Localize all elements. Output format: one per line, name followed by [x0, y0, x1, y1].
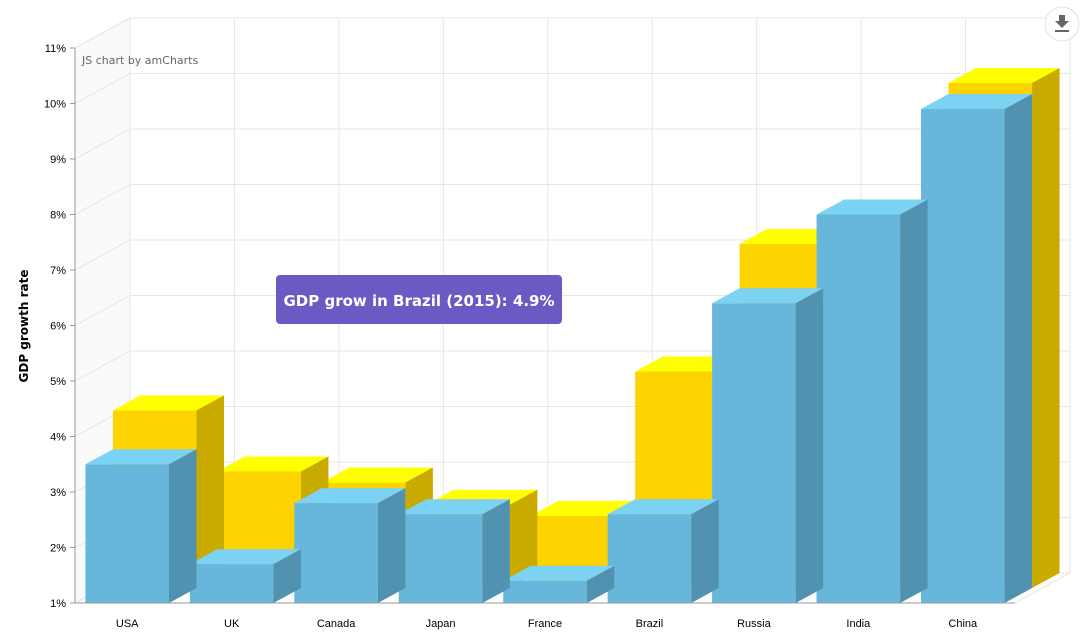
y-tick-label: 6%: [50, 321, 66, 333]
x-tick-label: UK: [224, 618, 240, 630]
y-tick-label: 7%: [50, 265, 66, 277]
bar-2004-uk[interactable]: [189, 549, 301, 603]
y-tick-label: 5%: [50, 376, 66, 388]
tooltip: GDP grow in Brazil (2015): 4.9%: [276, 275, 562, 324]
y-tick-label: 2%: [50, 543, 66, 555]
bar-2004-france[interactable]: [503, 565, 615, 603]
bar-2004-japan[interactable]: [398, 499, 510, 603]
bar-2004-usa[interactable]: [85, 449, 197, 603]
y-tick-label: 9%: [50, 154, 66, 166]
tooltip-text: GDP grow in Brazil (2015): 4.9%: [283, 292, 554, 310]
tooltip-background: [276, 275, 562, 324]
x-tick-label: Brazil: [636, 618, 664, 630]
export-button[interactable]: [1044, 6, 1080, 42]
x-tick-label: France: [528, 618, 562, 630]
x-tick-label: China: [948, 618, 978, 630]
bar-2004-russia[interactable]: [712, 288, 824, 603]
series-2004: [85, 94, 1033, 604]
x-tick-label: Russia: [737, 618, 772, 630]
bar-2004-brazil[interactable]: [607, 499, 719, 603]
y-tick-label: 10%: [44, 99, 66, 111]
x-tick-label: Canada: [317, 618, 356, 630]
x-tick-label: USA: [116, 618, 139, 630]
y-tick-label: 3%: [50, 487, 66, 499]
bar-2004-canada[interactable]: [294, 488, 406, 603]
y-axis-title: GDP growth rate: [17, 270, 31, 383]
y-tick-label: 11%: [45, 43, 66, 55]
axes: 1% 2% 3% 4% 5% 6% 7% 8% 9% 10% 11% USA UK Canada Japan…: [44, 43, 1015, 630]
x-tick-label: Japan: [426, 618, 456, 630]
download-icon: [1055, 15, 1069, 32]
y-tick-label: 8%: [50, 210, 66, 222]
y-tick-label: 1%: [50, 598, 66, 610]
bar-2004-china[interactable]: [921, 94, 1033, 604]
y-tick-label: 4%: [50, 432, 66, 444]
x-tick-label: India: [846, 618, 871, 630]
chart-credit[interactable]: JS chart by amCharts: [81, 54, 198, 67]
bar-2004-india[interactable]: [816, 199, 928, 604]
